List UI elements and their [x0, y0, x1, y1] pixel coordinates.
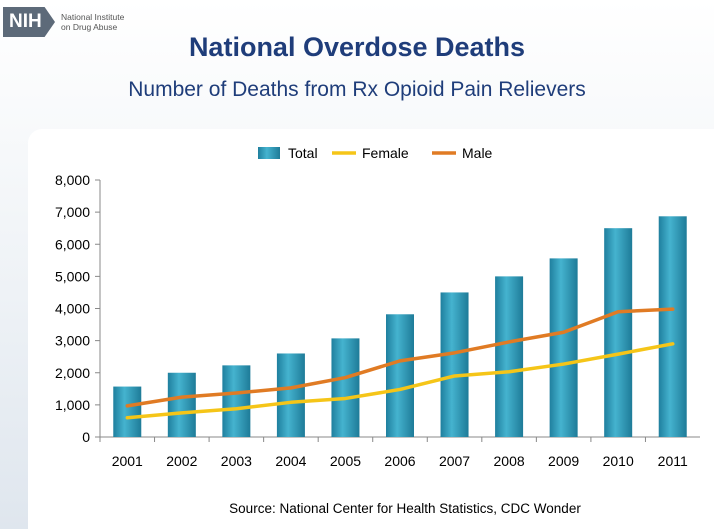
x-tick-label: 2009 [548, 453, 579, 469]
line-male [125, 307, 675, 408]
nih-logo: NIH National Institute on Drug Abuse [3, 7, 124, 37]
x-tick-label: 2003 [221, 453, 252, 469]
logo-line-1: National Institute [61, 12, 125, 22]
bar-total-2001 [113, 386, 142, 437]
y-tick-label: 7,000 [55, 204, 90, 220]
page-title: National Overdose Deaths [188, 32, 526, 62]
bar-total-2009 [549, 258, 578, 437]
x-tick-label: 2005 [330, 453, 361, 469]
y-tick-label: 5,000 [55, 268, 90, 284]
y-tick-label: 1,000 [55, 397, 90, 413]
legend-label-male: Male [462, 145, 493, 161]
bar-total-2002 [167, 372, 196, 437]
logo-mark: NIH [3, 7, 55, 37]
bar-total-2010 [604, 228, 633, 437]
x-tick-label: 2006 [384, 453, 415, 469]
bar-total-2006 [386, 314, 414, 437]
source-note: Source: National Center for Health Stati… [229, 501, 581, 516]
line-female [125, 342, 675, 420]
x-tick-label: 2004 [275, 453, 306, 469]
y-tick-label: 3,000 [55, 333, 90, 349]
legend-swatch-total [258, 147, 280, 159]
logo-line-2: on Drug Abuse [61, 22, 118, 32]
bar-total-2011 [658, 216, 687, 437]
y-tick-label: 4,000 [55, 301, 90, 317]
bar-total-2004 [276, 353, 305, 437]
bar-total-2005 [331, 338, 360, 437]
x-tick-label: 2002 [166, 453, 197, 469]
y-tick-label: 0 [82, 429, 90, 445]
x-tick-label: 2011 [658, 453, 688, 469]
bars [113, 216, 687, 437]
y-tick-label: 2,000 [55, 365, 90, 381]
legend: Total Female Male [258, 145, 493, 161]
chart-panel [28, 129, 714, 529]
bar-total-2007 [440, 292, 469, 437]
y-tick-label: 8,000 [55, 172, 90, 188]
page-subtitle: Number of Deaths from Rx Opioid Pain Rel… [128, 78, 586, 101]
lines [125, 307, 675, 420]
legend-label-total: Total [288, 145, 318, 161]
y-tick-label: 6,000 [55, 236, 90, 252]
x-tick-label: 2001 [112, 453, 143, 469]
x-tick-label: 2010 [603, 453, 634, 469]
logo-text: National Institute on Drug Abuse [61, 12, 124, 32]
x-tick-label: 2008 [494, 453, 525, 469]
legend-label-female: Female [362, 145, 409, 161]
axes: 0 1,000 2,000 3,000 4,000 5,000 6,000 7,000 8,00… [55, 172, 700, 469]
x-tick-label: 2007 [439, 453, 470, 469]
bar-total-2008 [495, 276, 524, 437]
bar-total-2003 [222, 365, 251, 437]
